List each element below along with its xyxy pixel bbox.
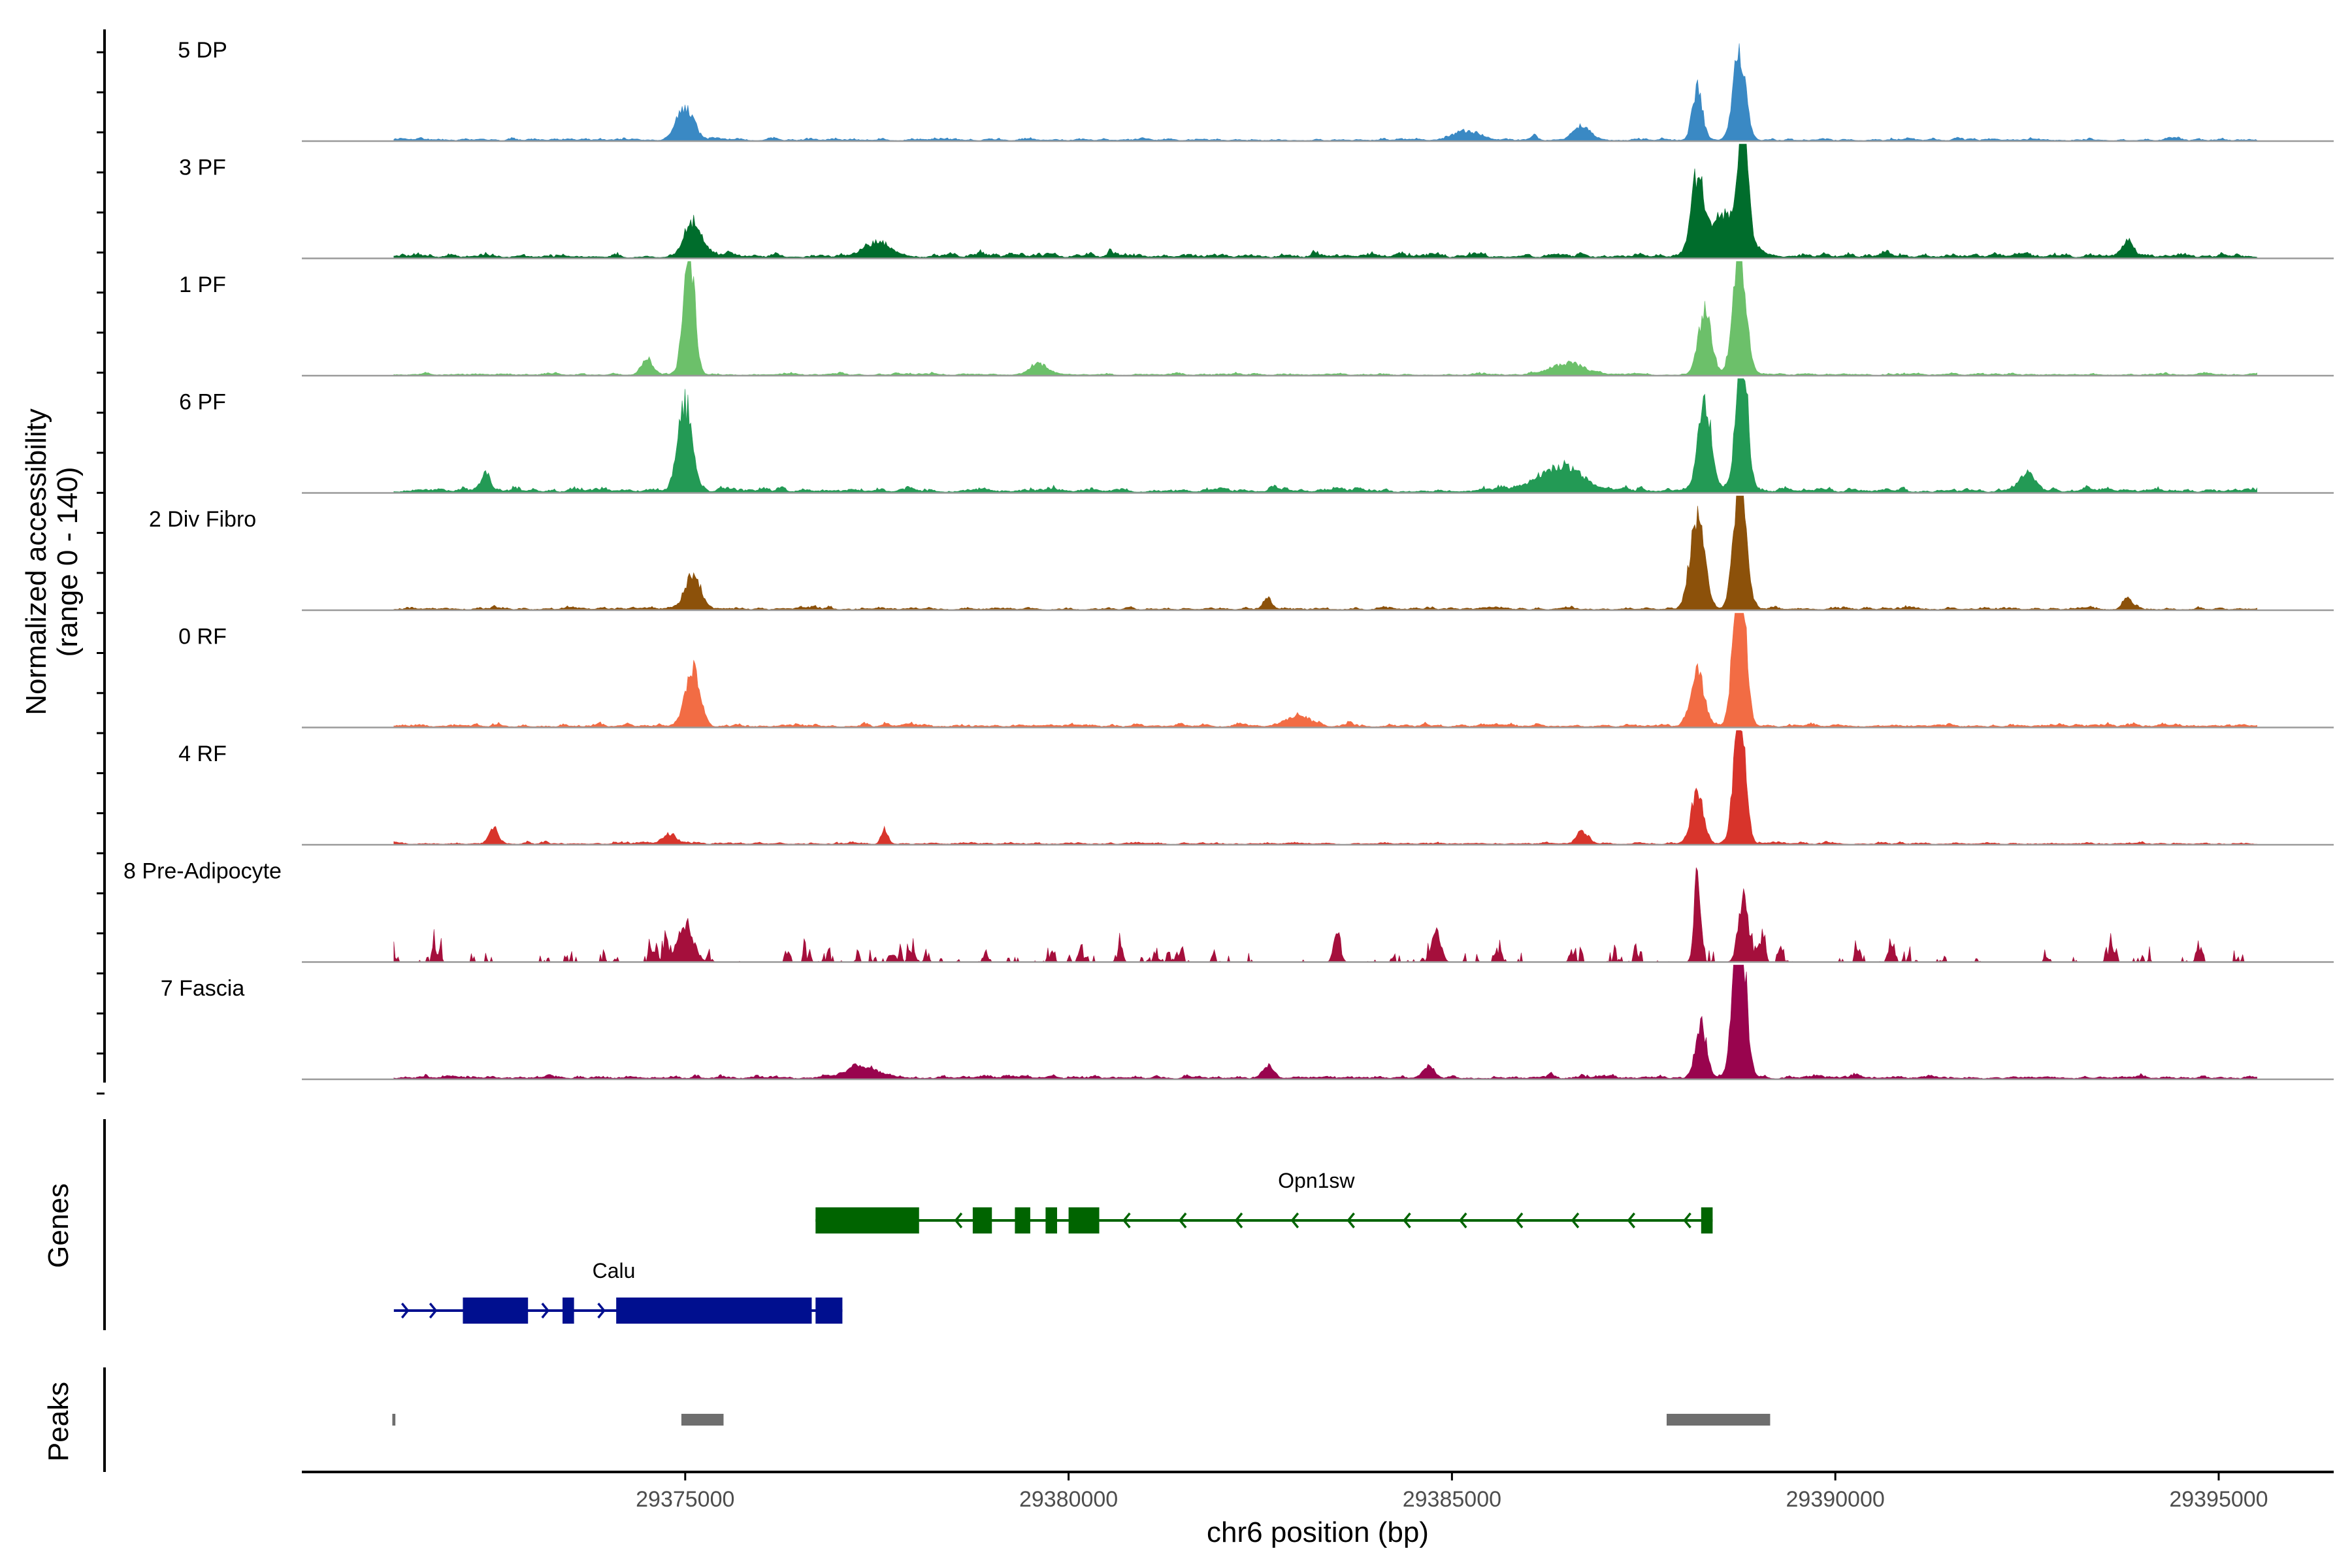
coverage-area [393, 495, 2257, 611]
track-9: 7 Fascia [161, 964, 2334, 1081]
coverage-area [393, 613, 2257, 728]
x-tick-label: 29375000 [636, 1487, 734, 1512]
coverage-area [393, 261, 2257, 376]
track-label: 6 PF [179, 390, 226, 415]
coverage-area [393, 43, 2257, 142]
peaks-panel-label: Peaks [42, 1382, 74, 1462]
y-axis-title-line1: Normalized accessibility [20, 408, 52, 715]
peaks-panel: Peaks [42, 1367, 1771, 1472]
track-label: 0 RF [178, 625, 227, 649]
strand-chevron [597, 1302, 606, 1319]
strand-chevron [429, 1302, 438, 1319]
y-axis-title-line2: (range 0 - 140) [52, 466, 84, 657]
gene-exon [1701, 1207, 1713, 1233]
peak-region [681, 1414, 724, 1426]
gene-exon [815, 1298, 843, 1324]
strand-chevron [954, 1212, 963, 1229]
gene-exon [1045, 1207, 1057, 1233]
track-8: 8 Pre-Adipocyte [123, 859, 2334, 963]
x-tick-label: 29390000 [1786, 1487, 1885, 1512]
peak-region [392, 1414, 396, 1426]
gene-exon [463, 1298, 529, 1324]
gene-name-label: Opn1sw [1278, 1169, 1355, 1192]
y-axis-title: Normalized accessibility (range 0 - 140) [20, 408, 84, 715]
track-6: 0 RF [178, 613, 2334, 728]
coverage-area [393, 964, 2257, 1080]
strand-chevron [1683, 1212, 1691, 1229]
strand-chevron [1178, 1212, 1187, 1229]
strand-chevron [1122, 1212, 1131, 1229]
track-label: 2 Div Fibro [149, 507, 256, 532]
x-tick-label: 29385000 [1403, 1487, 1501, 1512]
coverage-area [393, 378, 2257, 493]
coverage-tracks: 5 DP 3 PF 1 PF 6 PF 2 Div Fibro 0 RF 4 RF 8 Pre… [123, 38, 2334, 1081]
track-label: 3 PF [179, 155, 226, 180]
track-3: 1 PF [179, 261, 2334, 377]
track-7: 4 RF [178, 730, 2334, 846]
track-label: 8 Pre-Adipocyte [123, 859, 282, 884]
x-axis-title: chr6 position (bp) [1207, 1516, 1429, 1548]
gene-annotation-panel: Genes Opn1sw Calu [42, 1119, 1713, 1330]
x-tick-label: 29395000 [2169, 1487, 2268, 1512]
track-label: 4 RF [178, 742, 227, 766]
strand-chevron [1571, 1212, 1580, 1229]
genes-panel-label: Genes [42, 1183, 74, 1268]
gene-calu: Calu [393, 1259, 843, 1324]
x-tick-label: 29380000 [1019, 1487, 1118, 1512]
strand-chevron [1403, 1212, 1411, 1229]
track-4: 6 PF [179, 378, 2334, 494]
strand-chevron [1458, 1212, 1467, 1229]
track-2: 3 PF [179, 144, 2334, 259]
track-label: 5 DP [178, 38, 227, 63]
strand-chevron [1234, 1212, 1243, 1229]
gene-exon [616, 1298, 812, 1324]
gene-name-label: Calu [593, 1259, 636, 1282]
coverage-area [393, 867, 2257, 963]
gene-opn1sw: Opn1sw [815, 1169, 1713, 1233]
gene-exon [1015, 1207, 1030, 1233]
peak-region [1666, 1414, 1771, 1426]
coverage-area [393, 730, 2257, 845]
gene-exon [972, 1207, 992, 1233]
track-1: 5 DP [178, 38, 2334, 142]
strand-chevron [541, 1302, 550, 1319]
left-axis [97, 29, 106, 1095]
gene-exon [1068, 1207, 1100, 1233]
strand-chevron [1347, 1212, 1355, 1229]
x-axis: chr6 position (bp) 29375000 29380000 29385… [302, 1471, 2334, 1548]
strand-chevron [1627, 1212, 1636, 1229]
coverage-area [393, 144, 2257, 259]
track-label: 1 PF [179, 272, 226, 297]
gene-exon [563, 1298, 574, 1324]
track-label: 7 Fascia [161, 976, 245, 1001]
strand-chevron [1290, 1212, 1299, 1229]
track-5: 2 Div Fibro [149, 495, 2334, 612]
strand-chevron [400, 1302, 410, 1319]
strand-chevron [1514, 1212, 1524, 1229]
gene-exon [815, 1207, 919, 1233]
